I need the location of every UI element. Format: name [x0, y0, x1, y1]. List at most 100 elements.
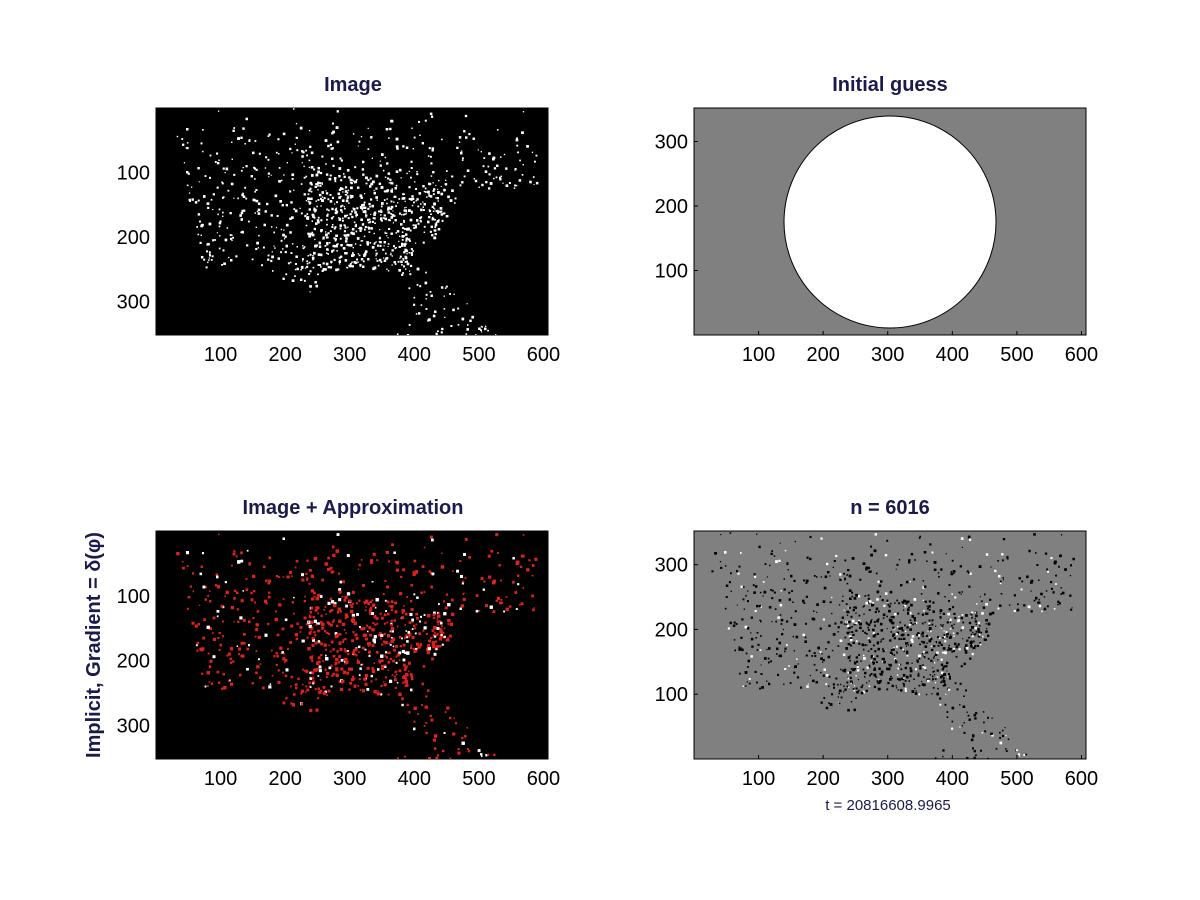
feature-pixel	[1033, 533, 1036, 536]
feature-pixel	[438, 603, 440, 605]
feature-pixel	[238, 653, 240, 656]
feature-pixel	[241, 654, 245, 658]
feature-pixel	[855, 656, 858, 659]
feature-pixel	[443, 212, 446, 215]
feature-pixel	[325, 613, 327, 615]
feature-pixel	[246, 647, 250, 651]
feature-pixel	[888, 663, 890, 666]
feature-pixel	[233, 589, 237, 593]
feature-pixel	[343, 188, 345, 190]
feature-pixel	[528, 559, 531, 562]
feature-pixel	[285, 273, 288, 276]
feature-pixel	[411, 677, 414, 681]
feature-pixel	[334, 632, 338, 635]
feature-pixel	[420, 591, 423, 594]
feature-pixel	[411, 127, 413, 129]
feature-pixel	[371, 599, 374, 602]
feature-pixel	[770, 660, 772, 663]
feature-pixel	[413, 296, 416, 299]
feature-pixel	[339, 227, 342, 230]
feature-pixel	[532, 176, 535, 178]
feature-pixel	[309, 285, 312, 288]
feature-pixel	[210, 198, 213, 201]
feature-pixel	[480, 577, 484, 580]
feature-pixel	[386, 198, 388, 200]
feature-pixel	[309, 708, 313, 713]
feature-pixel	[451, 175, 454, 178]
feature-pixel	[505, 167, 508, 170]
feature-pixel	[881, 629, 883, 631]
feature-pixel	[400, 260, 403, 264]
feature-pixel	[313, 619, 317, 623]
feature-pixel	[425, 722, 428, 724]
feature-pixel	[359, 229, 362, 232]
feature-pixel	[312, 266, 315, 269]
feature-pixel	[321, 626, 325, 630]
feature-pixel	[431, 572, 435, 576]
feature-pixel	[456, 146, 459, 149]
feature-pixel	[401, 637, 403, 640]
feature-pixel	[291, 703, 295, 707]
feature-pixel	[230, 647, 234, 651]
feature-pixel	[303, 600, 306, 603]
feature-pixel	[236, 608, 239, 611]
feature-pixel	[322, 686, 326, 689]
feature-pixel	[487, 753, 490, 756]
feature-pixel	[443, 732, 446, 734]
feature-pixel	[248, 140, 251, 142]
feature-pixel	[431, 629, 435, 632]
feature-pixel	[1005, 735, 1007, 737]
feature-pixel	[776, 638, 779, 641]
feature-pixel	[309, 686, 312, 688]
feature-pixel	[235, 591, 239, 594]
feature-pixel	[317, 185, 319, 187]
feature-pixel	[426, 196, 428, 198]
feature-pixel	[401, 242, 404, 245]
feature-pixel	[219, 220, 222, 223]
feature-pixel	[404, 200, 406, 202]
feature-pixel	[1028, 549, 1031, 553]
feature-pixel	[328, 666, 332, 670]
feature-pixel	[812, 679, 815, 683]
feature-pixel	[411, 618, 414, 622]
feature-pixel	[495, 599, 498, 602]
feature-pixel	[181, 561, 184, 563]
feature-pixel	[355, 213, 358, 216]
feature-pixel	[950, 634, 952, 636]
feature-pixel	[401, 649, 405, 654]
feature-pixel	[197, 167, 200, 170]
feature-pixel	[408, 198, 411, 200]
feature-pixel	[434, 226, 436, 228]
feature-pixel	[367, 207, 370, 210]
feature-pixel	[485, 325, 487, 327]
feature-pixel	[313, 208, 316, 212]
feature-pixel	[299, 207, 301, 209]
feature-pixel	[517, 574, 520, 577]
feature-pixel	[481, 755, 483, 757]
feature-pixel	[463, 553, 466, 556]
feature-pixel	[386, 585, 389, 589]
feature-pixel	[373, 662, 375, 665]
feature-pixel	[909, 619, 912, 622]
feature-pixel	[382, 169, 385, 172]
feature-pixel	[443, 612, 447, 616]
feature-pixel	[938, 641, 941, 644]
feature-pixel	[339, 687, 344, 691]
feature-pixel	[319, 182, 321, 184]
feature-pixel	[809, 535, 812, 538]
feature-pixel	[488, 173, 491, 176]
feature-pixel	[412, 224, 415, 227]
feature-pixel	[337, 243, 339, 245]
x-tick-label: 200	[268, 344, 301, 366]
feature-pixel	[229, 234, 232, 236]
feature-pixel	[354, 648, 358, 652]
feature-pixel	[326, 218, 328, 221]
feature-pixel	[310, 589, 314, 593]
feature-pixel	[356, 602, 358, 605]
feature-pixel	[409, 218, 413, 222]
feature-pixel	[293, 612, 295, 615]
feature-pixel	[522, 587, 524, 589]
feature-pixel	[849, 676, 852, 680]
feature-pixel	[381, 220, 383, 222]
feature-pixel	[353, 621, 357, 625]
